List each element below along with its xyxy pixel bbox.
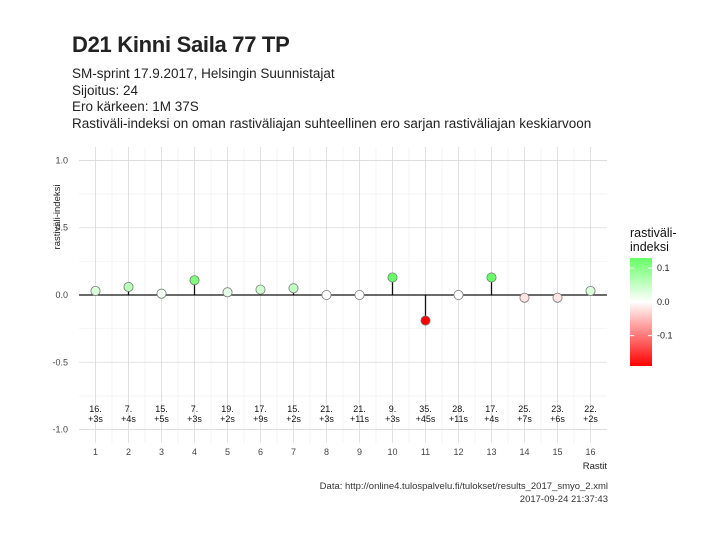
legend-tick-label: -0.1 [657, 331, 673, 341]
x-tick-label: 13 [486, 447, 496, 457]
point-label-rank: 23. [551, 404, 564, 414]
data-point [354, 289, 365, 300]
chart-title: D21 Kinni Saila 77 TP [72, 32, 290, 57]
point-label-diff: +5s [154, 414, 169, 424]
data-point [90, 285, 101, 296]
data-point [321, 289, 332, 300]
point-label-rank: 17. [254, 404, 267, 414]
point-label-rank: 19. [221, 404, 234, 414]
legend-ticks: 0.1 0.0 -0.1 [630, 263, 673, 341]
point-labels: 16.+3s7.+4s15.+5s7.+3s19.+2s17.+9s15.+2s… [88, 404, 598, 424]
point-label-diff: +2s [583, 414, 598, 424]
x-tick-label: 11 [421, 447, 430, 457]
subtitle-line: Ero kärkeen: 1M 37S [72, 99, 199, 114]
legend-title-line: rastiväli- [630, 226, 677, 240]
x-tick-label: 6 [258, 447, 263, 457]
x-tick-label: 16 [585, 447, 595, 457]
point-label-diff: +9s [253, 414, 268, 424]
data-point [519, 292, 530, 303]
data-points [90, 272, 596, 326]
x-tick-label: 4 [192, 447, 197, 457]
timestamp: 2017-09-24 21:37:43 [519, 494, 608, 505]
point-label-diff: +3s [385, 414, 400, 424]
data-point [156, 288, 167, 299]
point-label-rank: 16. [89, 404, 102, 414]
point-label-rank: 17. [485, 404, 498, 414]
data-point [453, 289, 464, 300]
point-label-rank: 21. [353, 404, 366, 414]
x-tick-label: 7 [291, 447, 296, 457]
legend-tick-label: 0.1 [657, 263, 670, 273]
data-point [387, 272, 398, 283]
point-label-diff: +2s [286, 414, 301, 424]
x-tick-label: 12 [453, 447, 463, 457]
x-tick-label: 14 [519, 447, 529, 457]
data-point [189, 275, 200, 286]
subtitle-line: Sijoitus: 24 [72, 82, 139, 98]
data-point [222, 287, 233, 298]
point-label-diff: +3s [319, 414, 334, 424]
point-label-diff: +11s [350, 414, 370, 424]
x-axis-title: Rastit [583, 461, 608, 472]
y-tick-label: -0.5 [52, 357, 68, 367]
chart-subtitle: SM-sprint 17.9.2017, Helsingin Suunnista… [72, 66, 591, 132]
data-point [255, 284, 266, 295]
data-point [585, 285, 596, 296]
y-axis-title: rastiväli-indeksi [52, 185, 63, 250]
data-point [552, 292, 563, 303]
legend-title-line: indeksi [630, 240, 669, 254]
y-tick-label: 0.0 [55, 290, 68, 300]
point-label-rank: 22. [584, 404, 597, 414]
subtitle-line: SM-sprint 17.9.2017, Helsingin Suunnista… [72, 66, 335, 81]
y-tick-label: 0.5 [55, 223, 68, 233]
x-tick-label: 10 [387, 447, 397, 457]
x-tick-label: 5 [225, 447, 230, 457]
point-label-diff: +4s [484, 414, 499, 424]
point-label-rank: 21. [320, 404, 333, 414]
grid-lines [79, 147, 607, 443]
x-tick-label: 2 [126, 447, 131, 457]
point-label-diff: +3s [187, 414, 202, 424]
point-label-diff: +7s [517, 414, 532, 424]
point-label-diff: +45s [416, 414, 436, 424]
y-axis-ticks: 1.0 0.5 0.0 -0.5 -1.0 [52, 155, 68, 434]
color-legend: rastiväli- indeksi 0.1 0.0 -0.1 [630, 226, 677, 366]
point-label-diff: +11s [449, 414, 469, 424]
point-label-rank: 9. [389, 404, 397, 414]
point-label-diff: +6s [550, 414, 565, 424]
x-axis-ticks: 1 2 3 4 5 6 7 8 9 10 11 12 13 14 15 16 [93, 447, 596, 457]
point-label-rank: 15. [287, 404, 300, 414]
x-tick-label: 9 [357, 447, 362, 457]
point-label-rank: 15. [155, 404, 168, 414]
subtitle-line: Rastiväli-indeksi on oman rastiväliajan … [72, 115, 592, 131]
data-point [486, 272, 497, 283]
point-label-rank: 7. [191, 404, 199, 414]
point-label-rank: 35. [419, 404, 432, 414]
x-tick-label: 1 [93, 447, 98, 457]
legend-colorbar [630, 258, 652, 366]
y-tick-label: 1.0 [55, 155, 68, 165]
point-label-diff: +4s [121, 414, 136, 424]
point-label-rank: 25. [518, 404, 531, 414]
point-label-diff: +2s [220, 414, 235, 424]
point-label-rank: 28. [452, 404, 465, 414]
data-point [123, 281, 134, 292]
data-source: Data: http://online4.tulospalvelu.fi/tul… [319, 481, 608, 492]
point-label-diff: +3s [88, 414, 103, 424]
x-tick-label: 8 [324, 447, 329, 457]
y-tick-label: -1.0 [52, 425, 68, 435]
point-label-rank: 7. [125, 404, 133, 414]
x-tick-label: 3 [159, 447, 164, 457]
legend-tick-label: 0.0 [657, 297, 670, 307]
data-point [288, 283, 299, 294]
data-point [420, 315, 431, 326]
chart-caption: Data: http://online4.tulospalvelu.fi/tul… [320, 480, 608, 506]
x-tick-label: 15 [552, 447, 562, 457]
